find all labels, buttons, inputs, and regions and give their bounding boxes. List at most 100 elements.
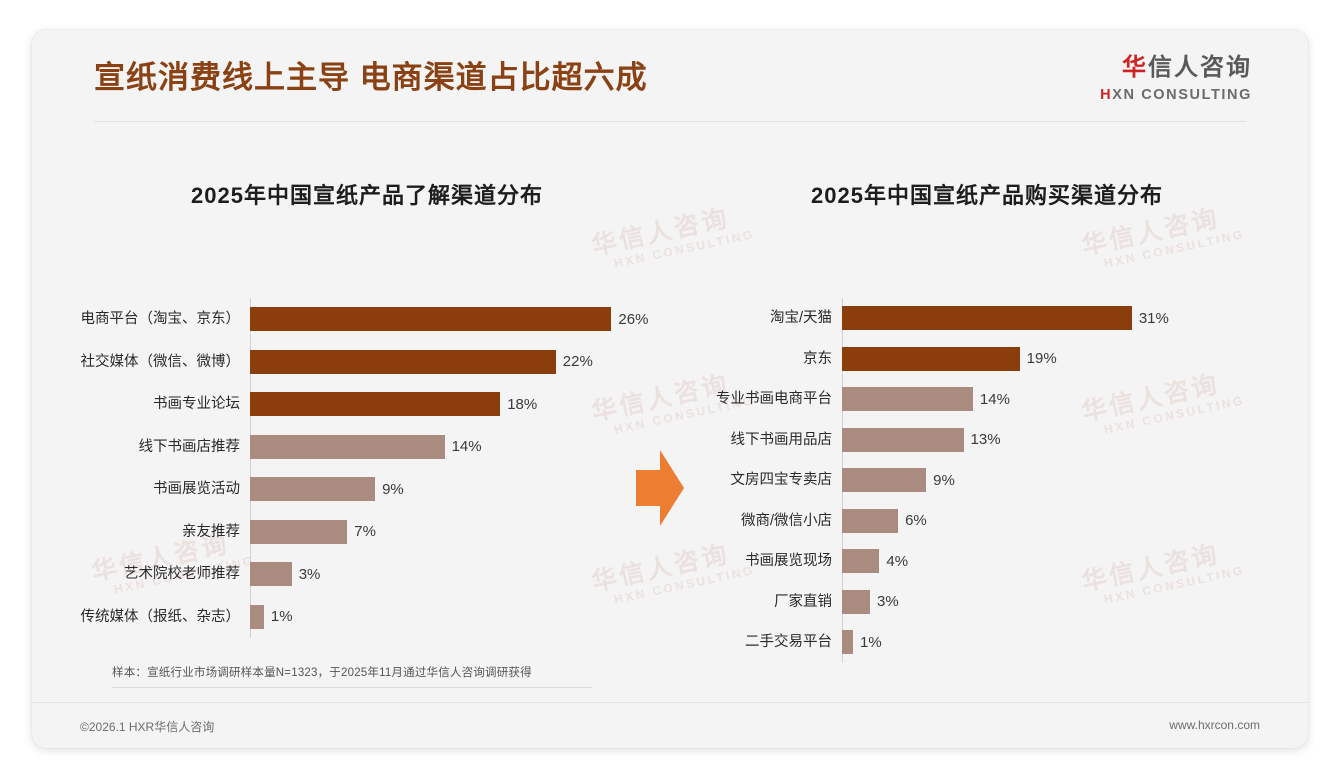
bar-category-label: 社交媒体（微信、微博）: [80, 353, 241, 370]
bar-row: 专业书画电商平台 14%: [682, 379, 1292, 420]
bar-track: 1%: [250, 604, 672, 629]
bar-row: 亲友推荐 7%: [62, 511, 672, 554]
bar-track: 22%: [250, 349, 672, 374]
bar-track: 7%: [250, 519, 672, 544]
bar-row: 书画专业论坛 18%: [62, 383, 672, 426]
slide-header: 宣纸消费线上主导 电商渠道占比超六成 华信人咨询 HXN CONSULTING: [32, 30, 1308, 122]
bar-track: 1%: [842, 630, 1292, 655]
bar-category-label: 厂家直销: [774, 593, 832, 610]
bar-track: 9%: [842, 468, 1292, 493]
bar-category-label: 书画专业论坛: [153, 396, 240, 412]
bar-track: 6%: [842, 508, 1292, 533]
bar-track: 13%: [842, 427, 1292, 452]
bar-category-label: 艺术院校老师推荐: [124, 566, 240, 582]
bar-value-label: 3%: [877, 593, 899, 611]
bar-value-label: 19%: [1026, 350, 1057, 368]
bar-category-label: 微商/微信小店: [740, 512, 832, 529]
brand-logo: 华信人咨询 HXN CONSULTING: [1100, 56, 1252, 103]
bar-value-label: 22%: [562, 353, 593, 371]
slide-card: 华信人咨询 HXN CONSULTING 华信人咨询 HXN CONSULTIN…: [32, 30, 1308, 748]
bar-track: 9%: [250, 477, 672, 502]
bar-category-label: 书画展览活动: [153, 481, 240, 497]
footer-copyright: ©2026.1 HXR华信人咨询: [80, 720, 215, 734]
bar-value-label: 31%: [1138, 309, 1169, 327]
bar-row: 线下书画店推荐 14%: [62, 426, 672, 469]
bar: [250, 562, 292, 587]
bar: [250, 349, 556, 374]
logo-en-accent: H: [1100, 87, 1113, 103]
bar-row: 厂家直销 3%: [682, 582, 1292, 623]
bar-value-label: 9%: [382, 480, 404, 498]
bar-value-label: 3%: [298, 565, 321, 583]
bar-value-label: 1%: [270, 608, 293, 626]
bar: [250, 477, 376, 502]
bar-value-label: 14%: [979, 390, 1010, 408]
logo-english: HXN CONSULTING: [1100, 88, 1252, 103]
bar-track: 31%: [842, 306, 1292, 331]
bar-category-label: 专业书画电商平台: [716, 391, 832, 407]
logo-cn-rest: 信人咨询: [1148, 54, 1252, 81]
bar-value-label: 1%: [860, 633, 882, 651]
footnote-text: 样本：宣纸行业市场调研样本量N=1323，于2025年11月通过华信人咨询调研获…: [112, 667, 532, 679]
footer-website: www.hxrcon.com: [1169, 718, 1260, 732]
bar-category-label: 京东: [803, 350, 832, 367]
chart-title-purchase: 2025年中国宣纸产品购买渠道分布: [811, 183, 1163, 208]
bar-row: 微商/微信小店 6%: [682, 501, 1292, 542]
bar-value-label: 18%: [507, 395, 538, 413]
bar-category-label: 二手交易平台: [745, 634, 832, 650]
chart-panel-purchase: 2025年中国宣纸产品购买渠道分布 淘宝/天猫 31% 京东 19% 专业书画电商平台 1…: [682, 150, 1292, 670]
bar-row: 京东 19%: [682, 339, 1292, 380]
bar-row: 社交媒体（微信、微博） 22%: [62, 341, 672, 384]
chart-panel-awareness: 2025年中国宣纸产品了解渠道分布 电商平台（淘宝、京东） 26% 社交媒体（微信、…: [62, 150, 672, 670]
bar-value-label: 4%: [886, 552, 909, 570]
bar: [250, 307, 612, 332]
bar-track: 19%: [842, 346, 1292, 371]
chart-title-awareness: 2025年中国宣纸产品了解渠道分布: [191, 183, 543, 208]
bar-row: 文房四宝专卖店 9%: [682, 460, 1292, 501]
bar-row: 二手交易平台 1%: [682, 622, 1292, 663]
header-divider: [94, 121, 1246, 122]
bar: [250, 604, 264, 629]
bar-value-label: 13%: [970, 431, 1001, 449]
logo-en-rest: XN CONSULTING: [1112, 87, 1252, 103]
bar: [842, 387, 973, 412]
bar-category-label: 线下书画用品店: [730, 431, 833, 448]
logo-cn-accent: 华: [1122, 54, 1148, 81]
bar-row: 淘宝/天猫 31%: [682, 298, 1292, 339]
footnote-block: 样本：宣纸行业市场调研样本量N=1323，于2025年11月通过华信人咨询调研获…: [112, 664, 592, 688]
bar: [842, 589, 871, 614]
bar: [842, 508, 899, 533]
bar: [842, 306, 1132, 331]
bar-category-label: 传统媒体（报纸、杂志）: [80, 608, 241, 625]
bar-row: 书画展览现场 4%: [682, 541, 1292, 582]
bar: [250, 434, 445, 459]
page-title: 宣纸消费线上主导 电商渠道占比超六成: [94, 60, 648, 95]
bar-track: 3%: [842, 589, 1292, 614]
bar: [842, 468, 927, 493]
logo-chinese: 华信人咨询: [1100, 56, 1252, 80]
chart-axis-line: [250, 298, 251, 638]
bar-value-label: 26%: [618, 310, 649, 328]
bar: [842, 427, 964, 452]
bar-category-label: 线下书画店推荐: [138, 438, 241, 455]
bar-row: 线下书画用品店 13%: [682, 420, 1292, 461]
bar-value-label: 6%: [905, 512, 927, 530]
bar-chart-awareness: 电商平台（淘宝、京东） 26% 社交媒体（微信、微博） 22% 书画专业论坛 18% 线下书…: [62, 298, 672, 638]
bar-track: 4%: [842, 549, 1292, 574]
bar-category-label: 电商平台（淘宝、京东）: [80, 311, 241, 327]
bar-row: 电商平台（淘宝、京东） 26%: [62, 298, 672, 341]
bar-category-label: 书画展览现场: [745, 553, 832, 569]
bar: [842, 630, 853, 655]
bar-track: 3%: [250, 562, 672, 587]
bar: [842, 346, 1020, 371]
bar-value-label: 9%: [933, 471, 955, 489]
bar-track: 14%: [842, 387, 1292, 412]
bar: [250, 392, 501, 417]
bar-row: 传统媒体（报纸、杂志） 1%: [62, 596, 672, 639]
bar-chart-purchase: 淘宝/天猫 31% 京东 19% 专业书画电商平台 14% 线下书画用品店 13% 文房四宝专卖…: [682, 298, 1292, 663]
flow-arrow-right-icon: [636, 450, 684, 526]
bar-category-label: 淘宝/天猫: [769, 310, 832, 326]
bar-value-label: 14%: [451, 438, 482, 456]
footnote-rule: [112, 687, 592, 688]
bar: [842, 549, 880, 574]
